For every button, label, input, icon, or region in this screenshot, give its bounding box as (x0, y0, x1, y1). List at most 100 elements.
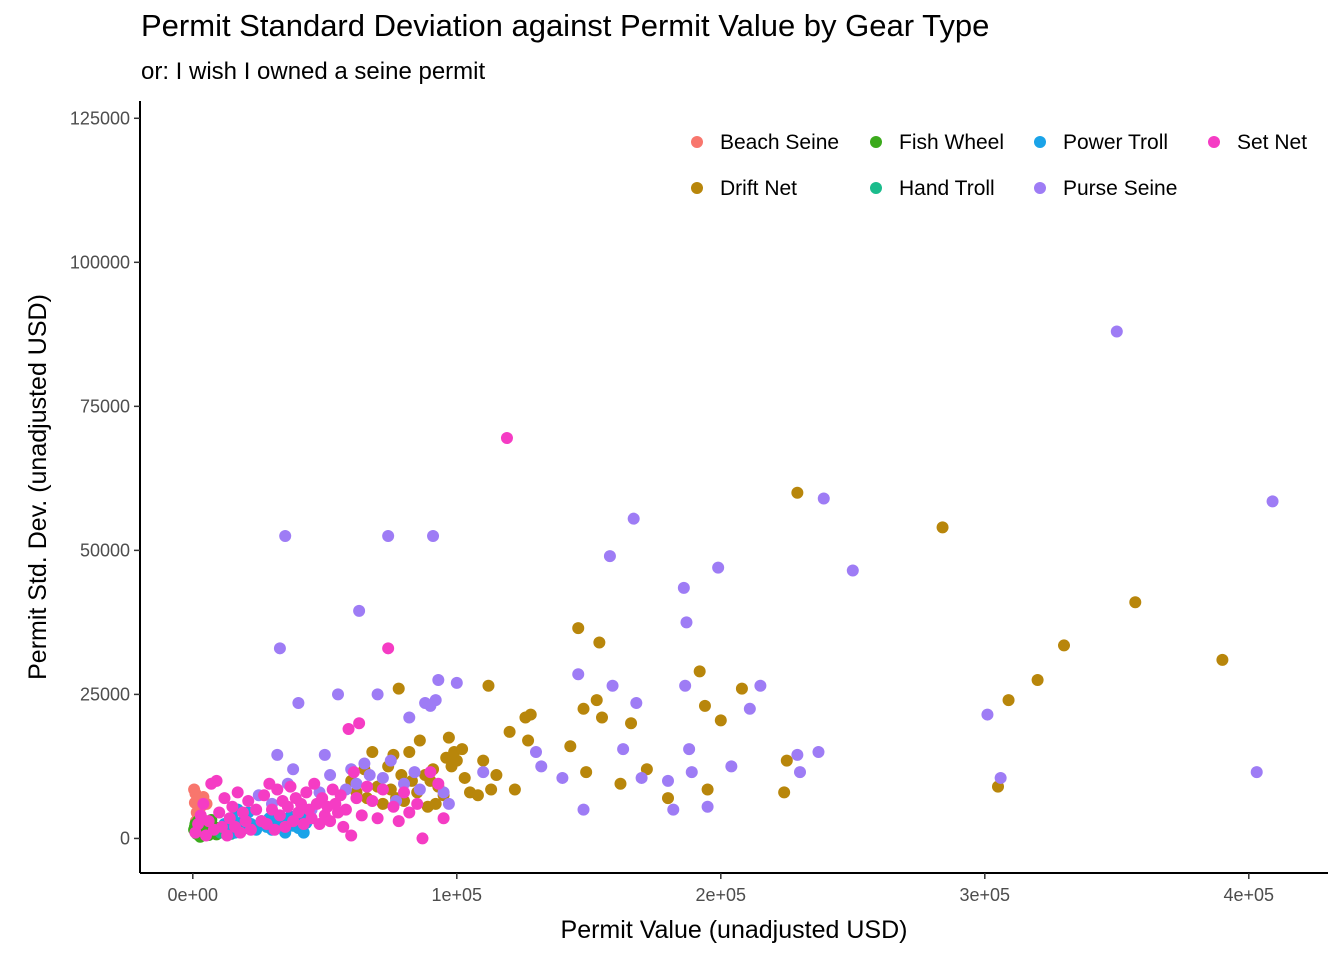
data-point (556, 771, 569, 784)
data-point (442, 797, 455, 810)
data-point (324, 815, 337, 828)
chart-subtitle: or: I wish I owned a seine permit (141, 58, 486, 85)
data-point (508, 783, 521, 796)
legend-label: Fish Wheel (899, 131, 1004, 154)
data-point (392, 815, 405, 828)
series-set-net (189, 432, 513, 845)
data-point (701, 800, 714, 813)
series-drift-net (345, 486, 1229, 813)
data-point (281, 800, 294, 813)
data-point (477, 754, 490, 767)
data-point (287, 815, 300, 828)
data-point (590, 694, 603, 707)
data-point (332, 688, 344, 701)
data-point (376, 771, 389, 784)
data-point (308, 777, 321, 790)
data-point (334, 789, 347, 802)
data-point (1250, 766, 1263, 779)
data-point (403, 711, 416, 724)
data-point (429, 694, 442, 707)
data-point (342, 722, 355, 735)
data-point (376, 783, 389, 796)
data-point (427, 529, 440, 542)
data-point (339, 803, 352, 816)
data-point (437, 812, 450, 825)
data-point (994, 771, 1007, 784)
data-point (382, 642, 395, 655)
data-point (442, 731, 455, 744)
data-point (778, 786, 791, 799)
data-point (424, 766, 437, 779)
data-point (530, 746, 542, 759)
data-point (398, 786, 410, 799)
data-point (522, 734, 535, 747)
data-point (392, 682, 405, 695)
data-point (231, 786, 244, 799)
data-point (936, 521, 949, 534)
data-point (640, 763, 653, 776)
data-point (503, 725, 516, 738)
legend-key (1034, 136, 1046, 148)
data-point (271, 748, 284, 761)
data-point (485, 783, 498, 796)
data-point (603, 550, 616, 563)
data-point (366, 794, 379, 807)
data-point (1110, 325, 1123, 338)
data-point (382, 529, 395, 542)
data-point (683, 743, 696, 756)
data-point (577, 702, 590, 715)
data-point (223, 812, 236, 825)
legend: Beach Seine Drift Net Fish Wheel Hand Troll… (691, 131, 1307, 200)
data-point (408, 766, 421, 779)
data-point (614, 777, 627, 790)
data-point (279, 529, 292, 542)
legend-key (870, 136, 882, 148)
y-axis-title: Permit Std. Dev. (unadjusted USD) (24, 294, 52, 680)
data-point (677, 581, 690, 594)
data-point (580, 766, 593, 779)
data-point (242, 794, 255, 807)
data-point (273, 809, 286, 822)
data-point (662, 774, 674, 787)
data-point (284, 780, 297, 793)
data-point (667, 803, 680, 816)
data-point (450, 754, 463, 767)
data-point (482, 679, 495, 692)
data-point (244, 823, 257, 836)
data-point (437, 786, 450, 799)
y-tick-label: 75000 (80, 396, 130, 416)
x-tick-label: 3e+05 (960, 885, 1011, 905)
legend-label: Drift Net (720, 177, 797, 200)
y-axis-ticks: 0 25000 50000 75000 100000 125000 (70, 108, 140, 848)
data-point (350, 792, 363, 805)
data-point (625, 717, 638, 730)
data-point (791, 486, 804, 499)
data-point (572, 668, 585, 681)
data-point (345, 829, 358, 842)
data-point (981, 708, 994, 721)
data-point (218, 792, 231, 805)
data-point (572, 622, 585, 635)
data-point (413, 783, 426, 796)
data-point (725, 760, 738, 773)
data-point (490, 769, 503, 782)
data-point (458, 771, 471, 784)
data-point (226, 800, 239, 813)
data-point (268, 823, 281, 836)
legend-item-hand-troll: Hand Troll (870, 177, 995, 200)
data-point (197, 797, 210, 810)
data-point (363, 769, 376, 782)
data-point (213, 806, 226, 819)
data-point (316, 792, 329, 805)
data-point (1002, 694, 1015, 707)
data-point (791, 748, 804, 761)
series-purse-seine (252, 325, 1279, 816)
data-point (271, 783, 284, 796)
data-point (297, 826, 310, 839)
data-point (250, 803, 263, 816)
data-point (617, 743, 630, 756)
data-point (735, 682, 748, 695)
data-point (361, 780, 374, 793)
legend-label: Power Troll (1063, 131, 1168, 154)
points-layer (188, 325, 1279, 845)
